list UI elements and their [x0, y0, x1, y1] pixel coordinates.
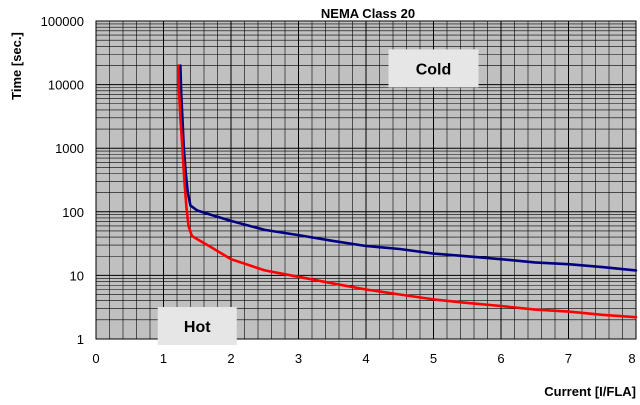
- annotation-label: Hot: [184, 319, 211, 336]
- x-tick-label: 4: [362, 351, 369, 366]
- annotation-label: Cold: [416, 61, 452, 78]
- series-line-hot: [177, 64, 638, 319]
- x-axis: 0 1 2 3 4 5 6 7 8: [92, 351, 635, 366]
- x-tick-label: 5: [430, 351, 437, 366]
- y-tick-label: 100: [62, 205, 84, 220]
- x-tick-label: 1: [160, 351, 167, 366]
- y-tick-label: 10000: [48, 78, 84, 93]
- x-tick-label: 2: [227, 351, 234, 366]
- series-line-cold: [179, 64, 638, 272]
- grid: [95, 20, 637, 340]
- y-tick-label: 100000: [41, 14, 84, 29]
- x-tick-label: 3: [295, 351, 302, 366]
- y-tick-label: 10: [70, 268, 84, 283]
- x-tick-label: 8: [628, 351, 635, 366]
- annotation-box: [388, 49, 479, 88]
- y-axis-label: Time [sec.]: [9, 32, 24, 100]
- y-tick-label: 1000: [55, 141, 84, 156]
- annotation-box: [157, 307, 237, 346]
- series-layer: [177, 64, 638, 319]
- x-axis-label: Current [I/FLA]: [544, 384, 636, 399]
- y-axis: 1 10 100 1000 10000 100000: [41, 14, 84, 347]
- y-tick-label: 1: [77, 332, 84, 347]
- x-tick-label: 0: [92, 351, 99, 366]
- annotation-layer: Cold Hot: [157, 49, 479, 346]
- chart-title: NEMA Class 20: [321, 6, 415, 21]
- x-tick-label: 6: [497, 351, 504, 366]
- x-tick-label: 7: [565, 351, 572, 366]
